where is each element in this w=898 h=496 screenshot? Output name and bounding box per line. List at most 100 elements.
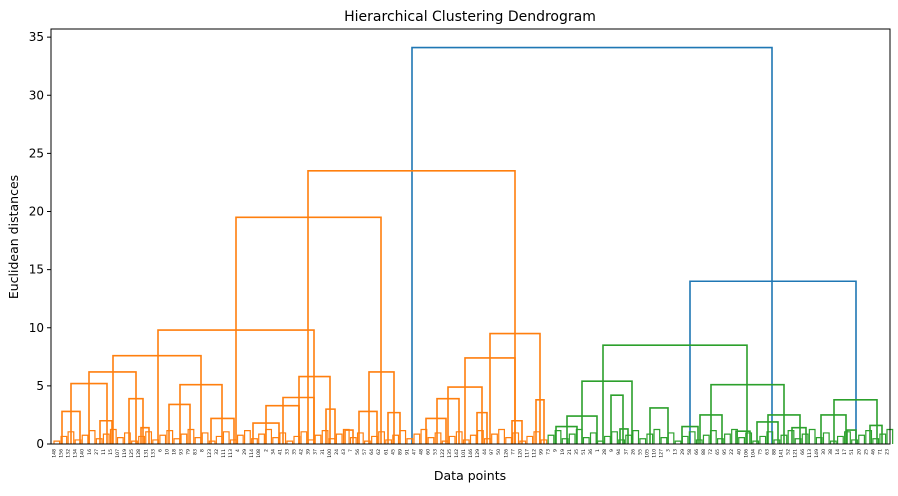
leaf-link — [427, 437, 435, 444]
leaf-link — [844, 431, 851, 444]
leaf-link — [822, 432, 830, 444]
dendrogram-link-34 — [820, 414, 847, 444]
x-tick-label: 50 — [496, 449, 502, 455]
x-tick-label: 112 — [532, 449, 538, 458]
leaf-link — [173, 438, 181, 444]
x-tick-label: 15 — [108, 449, 114, 455]
leaf-link — [533, 431, 541, 444]
leaf-link — [639, 438, 647, 444]
x-tick-label: 36 — [588, 449, 594, 455]
x-tick-label: 35 — [292, 449, 298, 455]
x-tick-label: 2 — [263, 449, 269, 452]
y-tick-label: 5 — [36, 379, 44, 393]
x-tick-label: 89 — [397, 449, 403, 455]
x-tick-label: 38 — [828, 449, 834, 455]
x-tick-label: 28 — [602, 449, 608, 455]
leaf-link — [307, 439, 315, 444]
x-tick-label: 107 — [115, 449, 121, 458]
x-tick-label: 63 — [764, 449, 770, 455]
leaf-link — [851, 439, 858, 444]
dendrogram-link-9 — [88, 371, 137, 444]
dendrogram-leaves — [53, 428, 894, 444]
dendrogram-links — [61, 46, 883, 444]
x-tick-label: 18 — [172, 449, 178, 455]
plot-frame — [50, 28, 891, 445]
leaf-link — [399, 430, 407, 444]
y-axis-ticks: 0 5 10 15 20 25 30 35 — [29, 30, 51, 451]
x-tick-label: 71 — [877, 449, 883, 455]
leaf-link — [116, 437, 124, 444]
dendrogram-link-41 — [681, 425, 699, 444]
x-tick-label: 4 — [235, 449, 241, 452]
x-tick-label: 123 — [207, 449, 213, 458]
x-tick-label: 135 — [447, 449, 453, 458]
x-tick-label: 20 — [856, 449, 862, 455]
leaf-link — [152, 439, 160, 444]
dendrogram-link-35 — [210, 417, 235, 444]
x-tick-label: 30 — [821, 449, 827, 455]
x-tick-label: 32 — [214, 449, 220, 455]
leaf-link — [498, 428, 505, 444]
y-tick-label: 35 — [29, 30, 44, 44]
y-tick-label: 30 — [29, 88, 44, 102]
leaf-link — [420, 428, 428, 444]
y-tick-label: 15 — [29, 263, 44, 277]
x-tick-label: 66 — [800, 449, 806, 455]
dendrogram-link-22 — [168, 403, 191, 444]
leaf-link — [448, 435, 456, 444]
leaf-link — [215, 435, 223, 444]
dendrogram-link-30 — [476, 411, 488, 444]
x-tick-label: 47 — [412, 449, 418, 455]
leaf-link — [695, 439, 703, 444]
x-axis-ticks: 148 156 132 134 140 16 27 11 15 107 119 125 128 131 13… — [52, 449, 891, 458]
dendrogram-link-44 — [791, 426, 807, 444]
leaf-link — [335, 433, 343, 444]
x-tick-label: 101 — [461, 449, 467, 458]
leaf-link — [364, 440, 371, 444]
dendrogram-link-12 — [70, 382, 108, 444]
leaf-link — [244, 430, 251, 444]
x-tick-label: 77 — [510, 449, 516, 455]
dendrogram-link-38 — [99, 419, 113, 444]
x-tick-label: 111 — [221, 449, 227, 458]
x-tick-label: 43 — [341, 449, 347, 455]
leaf-link — [138, 435, 145, 444]
leaf-link — [293, 435, 301, 444]
x-tick-label: 108 — [256, 449, 262, 458]
dendrogram-link-0 — [411, 46, 773, 444]
dendrogram-link-36 — [425, 417, 447, 444]
dendrogram-link-29 — [387, 411, 401, 444]
y-tick-label: 10 — [29, 321, 44, 335]
x-tick-label: 56 — [355, 449, 361, 455]
x-tick-label: 122 — [440, 449, 446, 458]
leaf-link — [81, 434, 89, 444]
leaf-link — [794, 438, 802, 444]
x-tick-label: 40 — [736, 449, 742, 455]
x-tick-label: 60 — [426, 449, 432, 455]
leaf-link — [589, 432, 597, 444]
x-tick-label: 25 — [863, 449, 869, 455]
x-tick-label: 61 — [383, 449, 389, 455]
x-tick-label: 148 — [52, 449, 58, 458]
leaf-link — [618, 439, 625, 444]
dendrogram-link-5 — [489, 332, 541, 444]
leaf-link — [455, 431, 463, 444]
leaf-link — [208, 440, 216, 444]
x-tick-label: 48 — [419, 449, 425, 455]
x-tick-label: 53 — [433, 449, 439, 455]
leaf-link — [625, 434, 633, 444]
dendrogram-link-25 — [649, 407, 669, 444]
x-tick-label: 141 — [779, 449, 785, 458]
leaf-link — [392, 434, 400, 444]
leaf-link — [272, 437, 280, 444]
leaf-link — [180, 433, 188, 444]
leaf-link — [236, 434, 244, 444]
y-tick-label: 0 — [36, 437, 44, 451]
leaf-link — [653, 428, 661, 444]
leaf-link — [441, 440, 449, 444]
x-tick-label: 51 — [849, 449, 855, 455]
dendrogram-link-18 — [436, 397, 460, 444]
leaf-link — [561, 438, 569, 444]
leaf-link — [187, 428, 195, 444]
leaf-link — [229, 439, 237, 444]
